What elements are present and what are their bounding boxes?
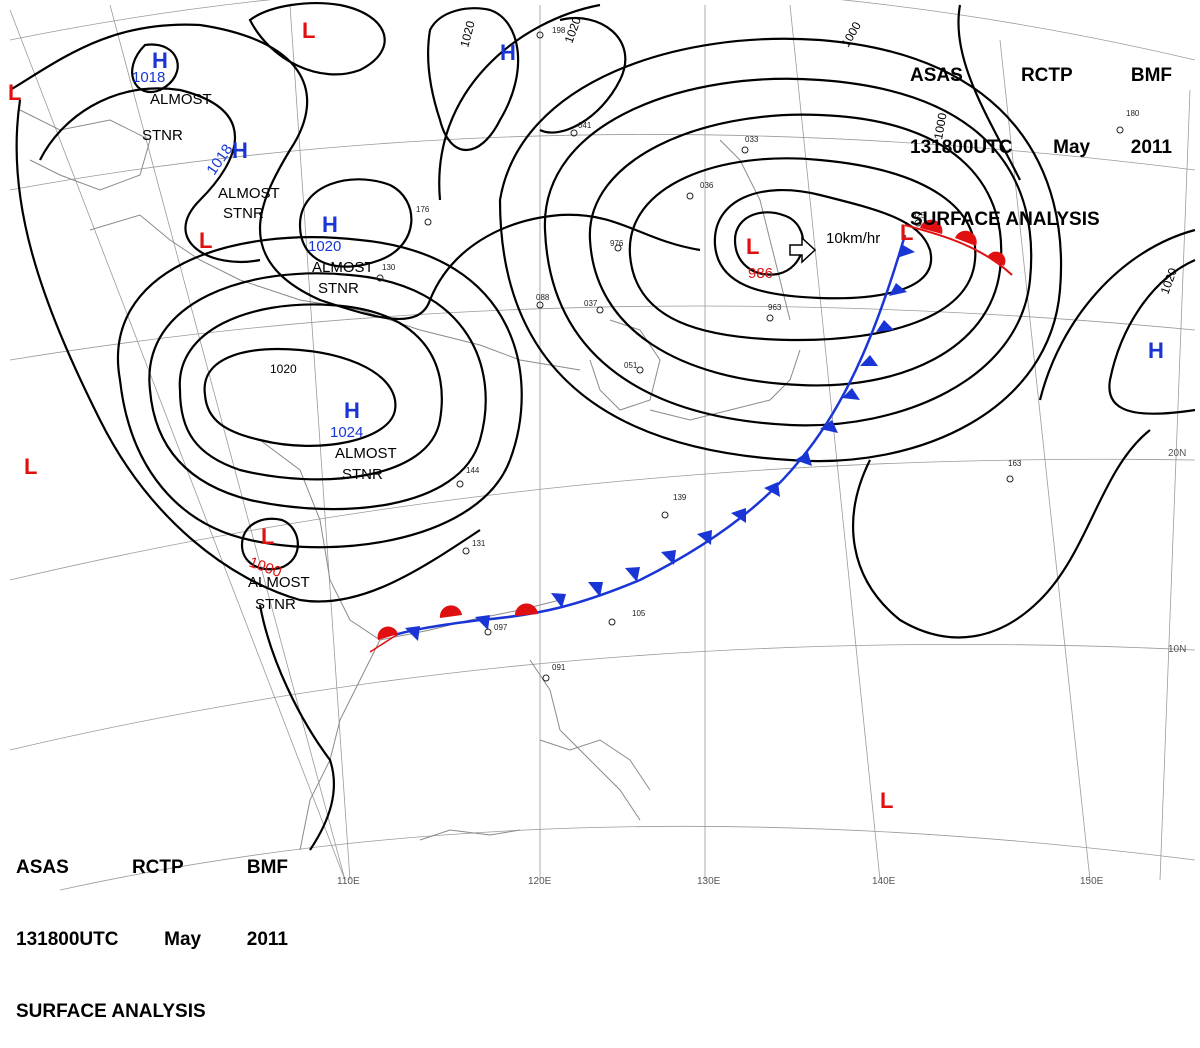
high-pressure-symbol: H	[322, 212, 338, 237]
graticule	[9, 0, 1196, 891]
station-value: 131	[472, 539, 486, 548]
movement-note: ALMOST	[312, 259, 374, 276]
pressure-systems: H 1018 ALMOST STNR H 1018 ALMOST STNR H …	[8, 18, 1164, 813]
valid-time: 131800UTC	[910, 137, 1013, 158]
agency-code: ASAS	[16, 857, 69, 878]
station-plots	[376, 31, 1124, 682]
high-pressure-symbol: H	[500, 40, 516, 65]
movement-note: STNR	[142, 127, 183, 144]
station-value: 163	[1008, 459, 1022, 468]
high-pressure-symbol: H	[344, 398, 360, 423]
header-line-2: 131800UTC May 2011	[910, 136, 1172, 160]
longitude-label: 140E	[872, 876, 896, 887]
movement-note: ALMOST	[218, 185, 280, 202]
low-pressure-symbol: L	[746, 234, 759, 259]
low-pressure-symbol: L	[261, 524, 274, 549]
station-value: 139	[673, 493, 687, 502]
station-value: 105	[632, 609, 646, 618]
station-value: 130	[382, 263, 396, 272]
valid-month: May	[1053, 137, 1091, 158]
valid-month: May	[164, 929, 202, 950]
high-pressure-symbol: H	[232, 138, 248, 163]
isobar-label: 1000	[931, 111, 949, 140]
low-pressure-symbol: L	[880, 788, 893, 813]
latitude-label: 20N	[1168, 448, 1186, 459]
chart-header-bottom: ASAS RCTP BMF 131800UTC May 2011 SURFACE…	[16, 808, 288, 1048]
valid-year: 2011	[1130, 137, 1172, 158]
station-value: 176	[416, 205, 430, 214]
pressure-value: 1024	[330, 424, 363, 441]
header-line-2: 131800UTC May 2011	[16, 928, 288, 952]
low-pressure-symbol: L	[302, 18, 315, 43]
movement-note: ALMOST	[335, 445, 397, 462]
warm-front-line	[904, 224, 1013, 276]
station-value: 088	[536, 293, 550, 302]
station-value: 976	[610, 239, 624, 248]
station-value: 041	[578, 121, 592, 130]
station-value: 825	[912, 211, 926, 220]
frontal-system	[369, 219, 1013, 653]
low-pressure-symbol: L	[199, 228, 212, 253]
movement-note: STNR	[255, 596, 296, 613]
header-line-1: ASAS RCTP BMF	[16, 856, 288, 880]
longitude-label: 130E	[697, 876, 721, 887]
station-value: 144	[466, 466, 480, 475]
movement-note: STNR	[342, 466, 383, 483]
front-tail	[369, 633, 399, 653]
movement-speed: 10km/hr	[826, 230, 880, 247]
station-value: 963	[768, 303, 782, 312]
movement-note: STNR	[318, 280, 359, 297]
product-code: BMF	[246, 857, 288, 878]
valid-year: 2011	[246, 929, 288, 950]
movement-arrow-icon	[789, 236, 817, 264]
header-line-1: ASAS RCTP BMF	[910, 64, 1172, 88]
station-value: 180	[1126, 109, 1140, 118]
pressure-value: 1020	[308, 238, 341, 255]
low-pressure-symbol: L	[900, 220, 913, 245]
warm-front-bumps	[377, 219, 1006, 640]
isobar-label: 1020	[457, 19, 478, 49]
low-pressure-symbol: L	[8, 80, 21, 105]
high-pressure-symbol: H	[1148, 338, 1164, 363]
isobar-labels: 1020 1020 1000 1000 1020 1020	[270, 15, 1180, 376]
station-value: 036	[700, 181, 714, 190]
cold-front-barbs	[405, 245, 915, 641]
longitude-label: 110E	[337, 876, 360, 887]
cold-front-line	[394, 234, 907, 637]
movement-note: STNR	[223, 205, 264, 222]
station-code: RCTP	[131, 857, 184, 878]
station-value: 051	[624, 361, 638, 370]
station-value: 198	[552, 26, 566, 35]
station-value: 033	[745, 135, 759, 144]
isobar-label: 1020	[270, 362, 297, 376]
product-title: SURFACE ANALYSIS	[910, 209, 1100, 230]
isobars	[9, 2, 1196, 851]
coordinate-labels: 110E 120E 130E 140E 150E 20N 10N	[337, 448, 1186, 887]
high-pressure-symbol: H	[152, 48, 168, 73]
agency-code: ASAS	[910, 65, 963, 86]
station-value: 091	[552, 663, 566, 672]
longitude-label: 120E	[528, 876, 552, 887]
coastlines	[19, 109, 801, 851]
low-pressure-symbol: L	[24, 454, 37, 479]
pressure-value: 986	[748, 265, 773, 282]
station-values: 976 963 825 144 131 097 091 105 163 139 …	[382, 26, 1140, 672]
movement-note: ALMOST	[150, 91, 212, 108]
movement-note: ALMOST	[248, 574, 310, 591]
valid-time: 131800UTC	[16, 929, 119, 950]
product-code: BMF	[1130, 65, 1172, 86]
product-title: SURFACE ANALYSIS	[16, 1001, 206, 1022]
station-value: 097	[494, 623, 508, 632]
surface-analysis-map: 1020 1020 1000 1000 1020 1020	[8, 0, 1196, 891]
station-code: RCTP	[1020, 65, 1073, 86]
chart-header-top: ASAS RCTP BMF 131800UTC May 2011 SURFACE…	[910, 16, 1172, 256]
latitude-label: 10N	[1168, 644, 1186, 655]
pressure-value: 1018	[132, 69, 165, 86]
station-value: 037	[584, 299, 598, 308]
longitude-label: 150E	[1080, 876, 1104, 887]
